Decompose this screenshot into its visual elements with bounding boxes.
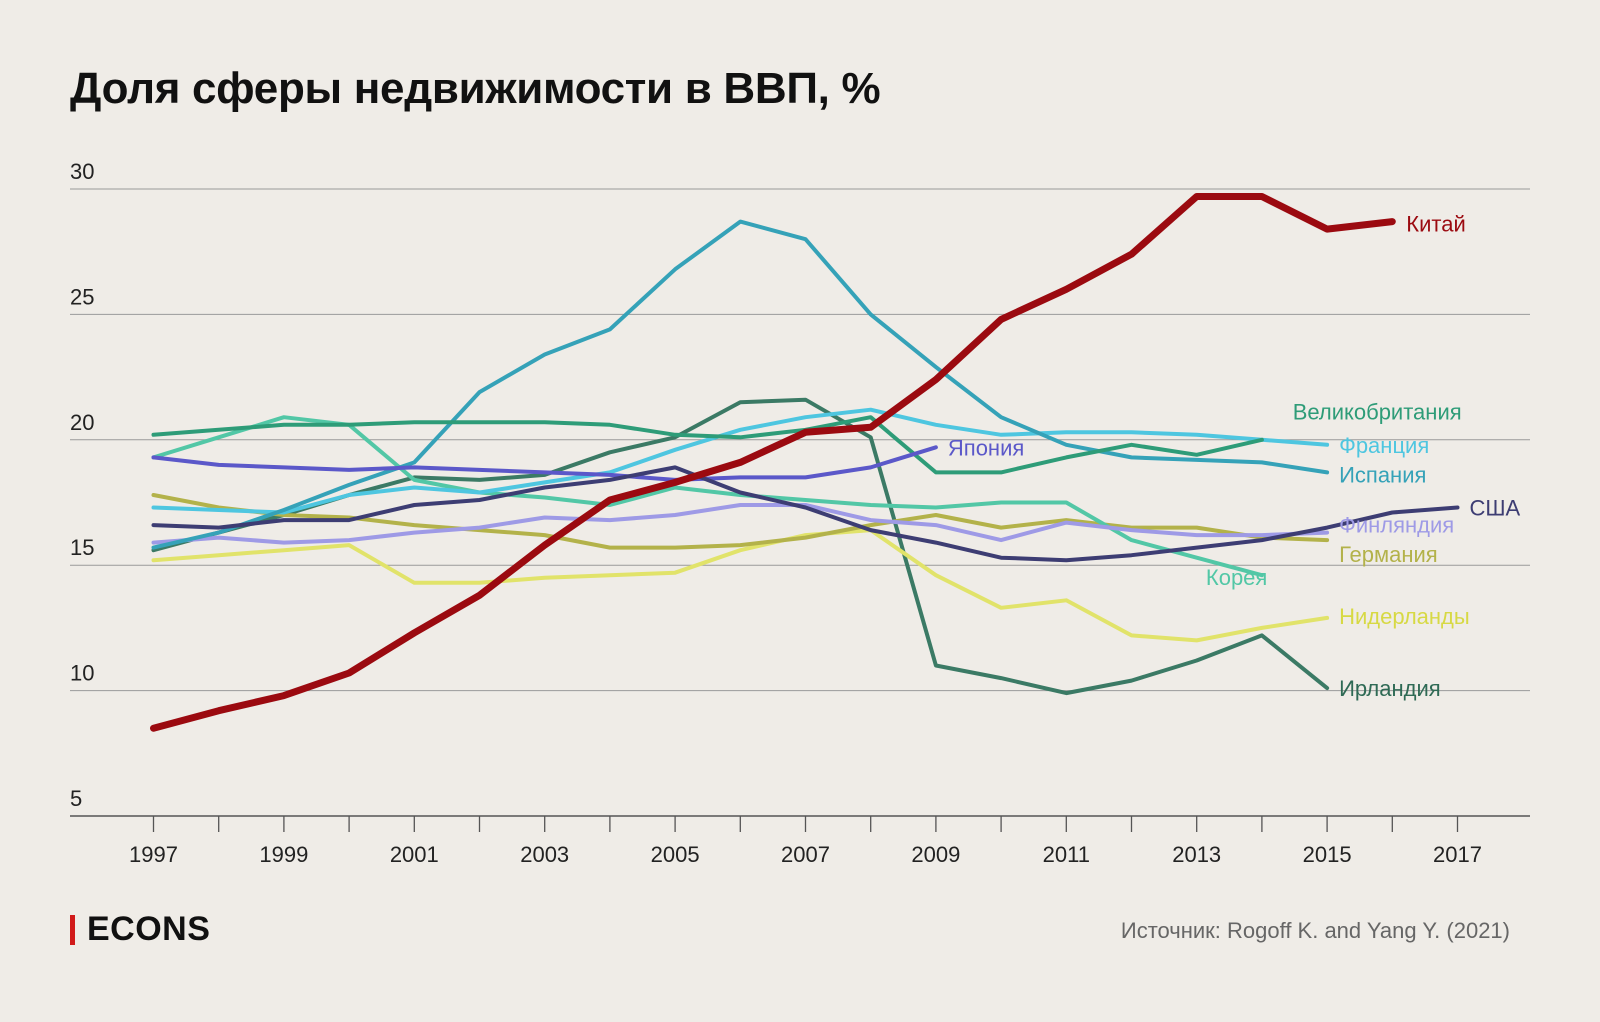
series-label-Япония: Япония bbox=[948, 435, 1024, 460]
series-label-Китай: Китай bbox=[1406, 212, 1465, 237]
line-chart: 5 10 15 20 25 30 1997 1999 2001 2003 2005 2007 2009… bbox=[70, 159, 1530, 867]
x-tick-label: 1997 bbox=[129, 842, 178, 867]
x-tick-label: 2009 bbox=[911, 842, 960, 867]
series-label-Корея: Корея bbox=[1206, 565, 1267, 590]
series-label-Нидерланды: Нидерланды bbox=[1339, 604, 1470, 629]
series-line-США bbox=[151, 465, 1460, 563]
source-note: Источник: Rogoff K. and Yang Y. (2021) bbox=[1120, 918, 1510, 943]
x-tick-label: 1999 bbox=[259, 842, 308, 867]
econs-logo: ECONS bbox=[70, 910, 210, 949]
y-tick-label: 10 bbox=[70, 661, 94, 686]
chart-title: Доля сферы недвижимости в ВВП, % bbox=[70, 64, 881, 113]
x-tick-label: 2015 bbox=[1303, 842, 1352, 867]
x-tick-label: 2011 bbox=[1043, 842, 1090, 867]
y-tick-labels: 5 10 15 20 25 30 bbox=[70, 159, 94, 811]
y-tick-label: 5 bbox=[70, 786, 82, 811]
series-labels: Китай Великобритания Япония Франция Испания С… bbox=[948, 212, 1521, 701]
y-tick-label: 30 bbox=[70, 159, 94, 184]
series-label-Франция: Франция bbox=[1339, 433, 1429, 458]
y-tick-label: 15 bbox=[70, 535, 94, 560]
x-tick-label: 2005 bbox=[651, 842, 700, 867]
series-line-Германия bbox=[151, 493, 1330, 550]
series-label-Великобритания: Великобритания bbox=[1293, 400, 1462, 425]
x-tick-label: 2001 bbox=[390, 842, 439, 867]
series-line-Испания bbox=[151, 219, 1330, 550]
series-line-Нидерланды bbox=[151, 528, 1330, 643]
series-lines bbox=[150, 193, 1460, 732]
x-tick-label: 2017 bbox=[1433, 842, 1482, 867]
series-label-Финляндия: Финляндия bbox=[1339, 513, 1454, 538]
series-line-Финляндия bbox=[151, 503, 1330, 545]
logo-accent-bar bbox=[70, 914, 75, 945]
series-label-Германия: Германия bbox=[1339, 542, 1438, 567]
gridlines bbox=[70, 188, 1530, 817]
series-line-Великобритания bbox=[151, 415, 1264, 475]
series-label-Ирландия: Ирландия bbox=[1339, 676, 1441, 701]
x-tick-label: 2003 bbox=[520, 842, 569, 867]
y-tick-label: 20 bbox=[70, 410, 94, 435]
series-line-Китай bbox=[150, 193, 1396, 732]
x-tick-label: 2007 bbox=[781, 842, 830, 867]
series-label-Испания: Испания bbox=[1339, 462, 1426, 487]
x-axis: 1997 1999 2001 2003 2005 2007 2009 2011 2013 2015… bbox=[129, 816, 1482, 867]
series-label-США: США bbox=[1470, 496, 1521, 521]
series-line-Франция bbox=[151, 407, 1330, 515]
series-line-Япония bbox=[151, 445, 938, 482]
y-tick-label: 25 bbox=[70, 284, 94, 309]
logo-text: ECONS bbox=[87, 910, 211, 948]
x-tick-label: 2013 bbox=[1172, 842, 1221, 867]
